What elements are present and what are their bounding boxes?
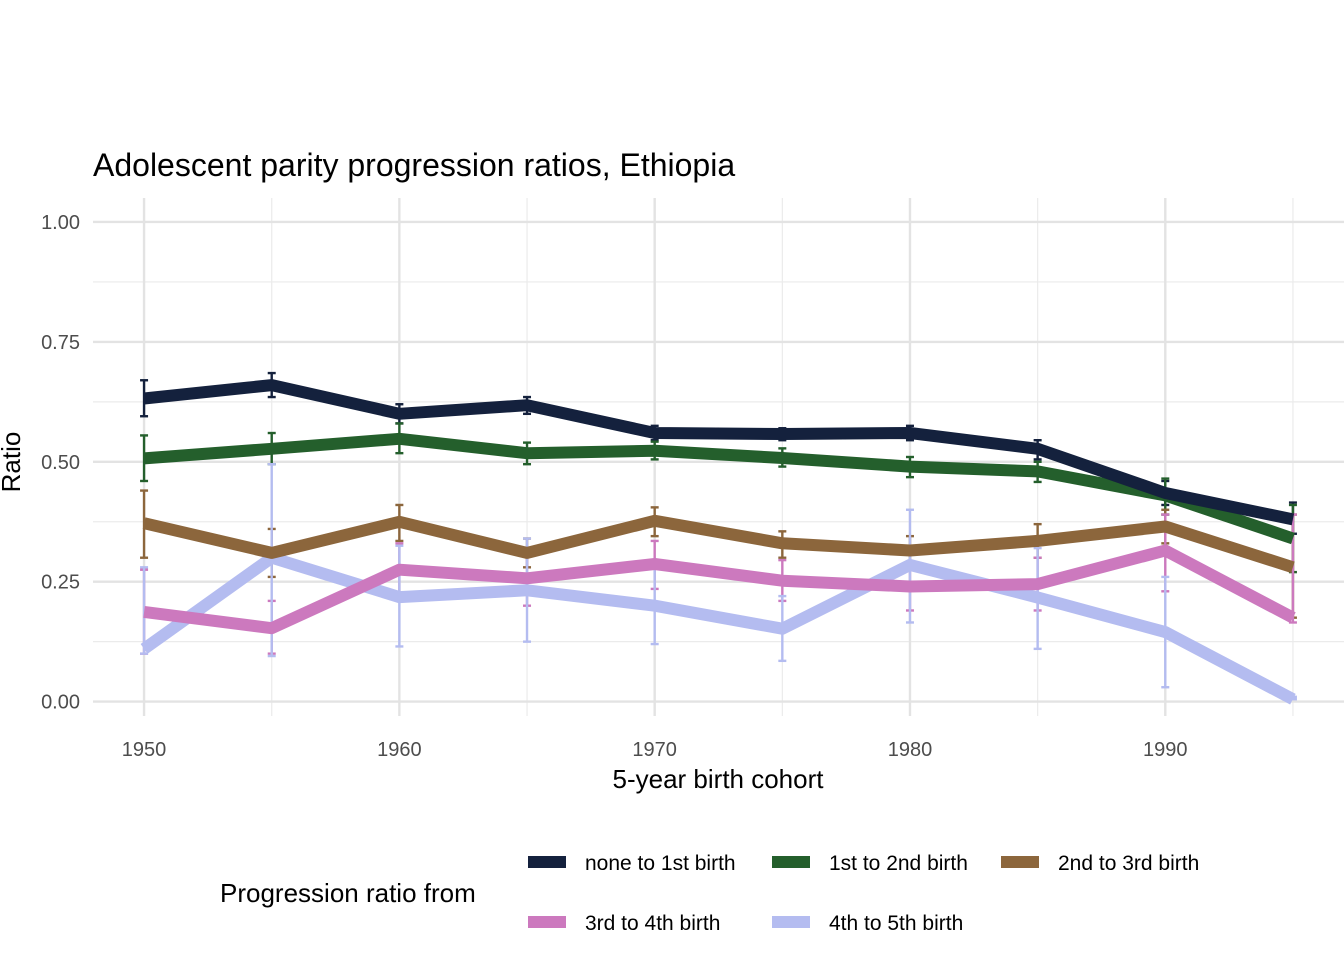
chart-title: Adolescent parity progression ratios, Et… [93,147,735,183]
series-line-1st-to-2nd-birth [143,432,1295,545]
y-tick-label: 0.50 [41,452,80,474]
y-axis-title: Ratio [0,432,26,493]
error-bar [140,434,149,483]
legend-label: 4th to 5th birth [829,912,963,935]
error-bar [140,566,149,655]
legend: none to 1st birth 1st to 2nd birth 2nd to … [528,852,1199,935]
legend-label: 1st to 2nd birth [829,852,968,875]
legend-item: 1st to 2nd birth [772,852,968,875]
legend-item: 2nd to 3rd birth [1001,852,1199,875]
x-tick-label: 1960 [377,739,422,761]
series-line-3rd-to-4th-birth [143,544,1296,635]
y-tick-label: 1.00 [41,212,80,234]
legend-label: none to 1st birth [585,852,736,875]
x-tick-label: 1980 [888,739,933,761]
x-tick-label: 1990 [1143,739,1188,761]
legend-item: 4th to 5th birth [772,912,963,935]
y-tick-label: 0.75 [41,332,80,354]
series-line-4th-to-5th-birth [140,551,1296,705]
x-tick-label: 1950 [122,739,167,761]
legend-item: 3rd to 4th birth [528,912,720,935]
tick-label-layer: 0.00 0.25 0.50 0.75 1.00 1950 1960 1970 1980 1990 [41,212,1187,761]
y-tick-label: 0.25 [41,572,80,594]
series-line-2nd-to-3rd-birth [142,514,1295,574]
x-tick-label: 1970 [632,739,677,761]
error-bar [140,379,149,418]
x-axis-title: 5-year birth cohort [613,764,825,794]
series-line-layer [140,379,1296,705]
legend-title: Progression ratio from [220,878,476,908]
series-line-none-to-1st-birth [143,379,1295,526]
legend-item: none to 1st birth [528,852,736,875]
y-tick-label: 0.00 [41,692,80,714]
legend-label: 3rd to 4th birth [585,912,720,935]
legend-label: 2nd to 3rd birth [1058,852,1199,875]
